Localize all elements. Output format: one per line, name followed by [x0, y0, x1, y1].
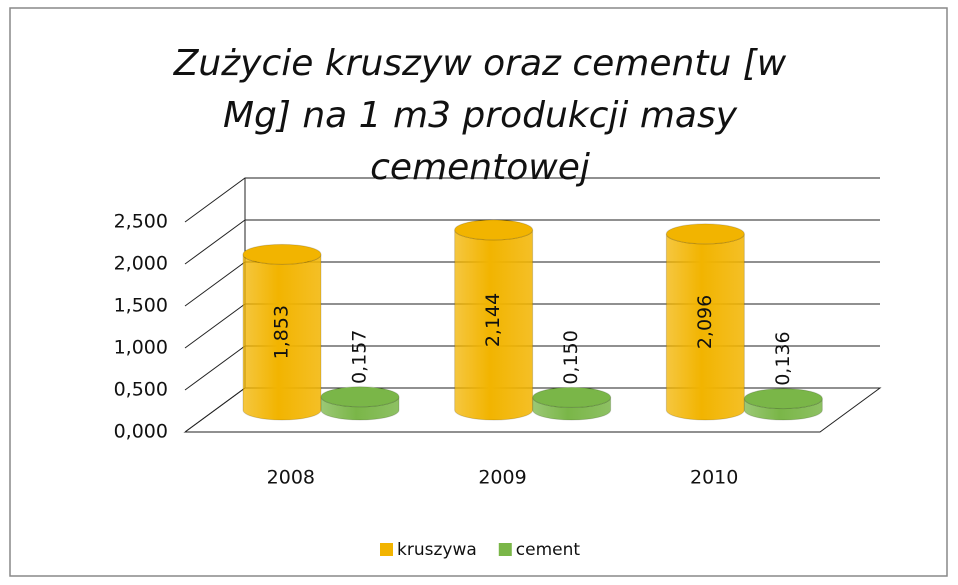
x-tick-label: 2008	[267, 467, 315, 489]
cylinder	[532, 386, 612, 421]
data-label: 2,096	[694, 295, 716, 349]
cylinder-top	[665, 223, 745, 245]
cylinder-top	[242, 243, 322, 265]
cylinder	[320, 386, 400, 421]
grid-line	[184, 177, 880, 223]
cylinder-top	[743, 388, 823, 410]
data-label: 1,853	[271, 305, 293, 359]
legend-label: cement	[516, 540, 581, 560]
cylinder-top	[320, 386, 400, 408]
x-tick-label: 2010	[690, 467, 738, 489]
chart-title: Zużycie kruszyw oraz cementu [w Mg] na 1…	[173, 43, 787, 188]
cylinder-body	[743, 398, 823, 421]
x-tick-label: 2009	[478, 467, 526, 489]
y-tick-label: 1,500	[114, 295, 168, 317]
y-tick-label: 2,500	[114, 211, 168, 233]
data-label: 0,150	[560, 330, 582, 384]
cylinder-body	[665, 233, 745, 421]
y-tick-label: 1,000	[114, 337, 168, 359]
legend-swatch	[498, 543, 512, 556]
legend-swatch	[380, 543, 393, 556]
y-tick-label: 2,000	[114, 253, 168, 275]
cylinder-top	[454, 219, 534, 241]
data-label: 2,144	[482, 293, 504, 347]
cylinder	[665, 223, 745, 421]
legend-label: kruszywa	[397, 540, 477, 560]
y-tick-label: 0,500	[114, 379, 168, 401]
cylinder	[454, 219, 534, 421]
cylinder-top	[532, 386, 612, 408]
cylinder	[743, 388, 823, 421]
data-label: 0,136	[772, 331, 794, 385]
data-label: 0,157	[349, 330, 371, 384]
y-tick-label: 0,000	[114, 421, 168, 443]
grid-line	[184, 219, 880, 265]
